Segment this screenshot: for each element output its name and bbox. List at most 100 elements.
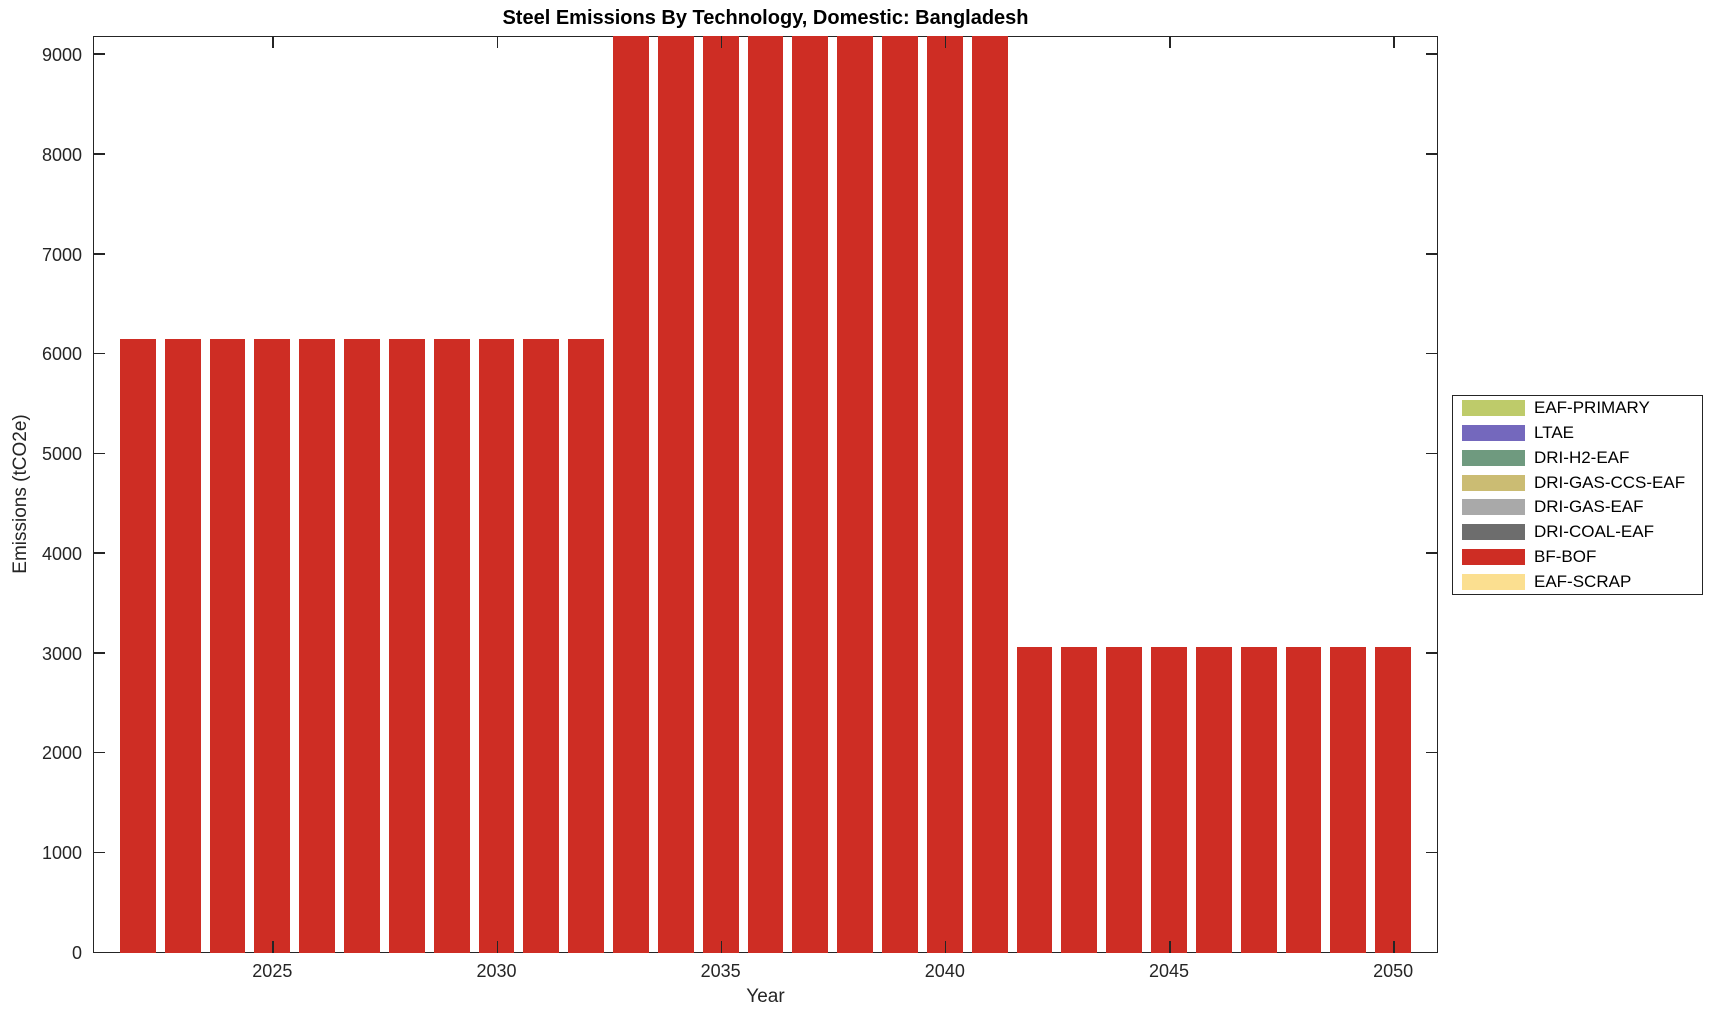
bar-2023 — [164, 339, 201, 953]
x-tick-top-2030 — [496, 36, 498, 48]
legend-label: EAF-PRIMARY — [1534, 398, 1650, 418]
bar-2044 — [1106, 647, 1143, 953]
bar-2037 — [792, 36, 829, 953]
legend-swatch-icon — [1462, 449, 1525, 466]
chart-title: Steel Emissions By Technology, Domestic:… — [502, 7, 1029, 29]
bar-2022 — [119, 339, 156, 953]
y-tick-right-6000 — [1426, 352, 1438, 355]
y-tick-right-9000 — [1426, 53, 1438, 55]
y-tick-left-0 — [93, 951, 105, 953]
bar-2048 — [1285, 647, 1322, 953]
y-tick-left-2000 — [93, 751, 105, 754]
y-tick-right-3000 — [1426, 652, 1438, 654]
y-tick-label-3000: 3000 — [41, 643, 82, 664]
bar-2035 — [702, 36, 739, 953]
x-tick-top-2050 — [1393, 36, 1395, 48]
y-tick-left-4000 — [93, 552, 105, 554]
legend-swatch-icon — [1462, 548, 1525, 565]
y-tick-label-9000: 9000 — [41, 44, 82, 65]
bar-2042 — [1016, 647, 1053, 953]
bar-2029 — [433, 339, 470, 953]
legend-item-ltae: LTAE — [1462, 421, 1702, 446]
legend-swatch-icon — [1462, 524, 1525, 541]
x-axis-label: Year — [746, 986, 785, 1007]
bar-2036 — [747, 36, 784, 953]
legend-item-eaf-primary: EAF-PRIMARY — [1462, 396, 1702, 421]
x-tick-top-2025 — [272, 36, 274, 48]
y-tick-label-4000: 4000 — [41, 543, 82, 564]
legend-label: DRI-H2-EAF — [1534, 447, 1630, 467]
x-tick-label-2040: 2040 — [924, 961, 965, 981]
bar-2050 — [1375, 647, 1412, 953]
legend-swatch-icon — [1462, 400, 1525, 417]
x-tick-bottom-2035 — [720, 941, 723, 953]
bar-2032 — [568, 339, 605, 953]
legend-label: DRI-GAS-EAF — [1534, 497, 1644, 517]
bar-2049 — [1330, 647, 1367, 953]
bar-2031 — [523, 339, 560, 953]
x-tick-bottom-2030 — [496, 941, 498, 953]
bar-2027 — [344, 339, 380, 953]
bar-2046 — [1195, 647, 1232, 953]
x-tick-bottom-2025 — [272, 941, 274, 953]
x-tick-label-2035: 2035 — [700, 961, 741, 981]
legend-swatch-icon — [1462, 474, 1525, 491]
legend-label: DRI-COAL-EAF — [1534, 522, 1654, 542]
x-tick-bottom-2040 — [944, 941, 947, 953]
legend: EAF-PRIMARY LTAE DRI-H2-EAF DRI-GAS-CCS-EAF… — [1452, 395, 1703, 595]
legend-label: LTAE — [1534, 423, 1574, 443]
legend-label: DRI-GAS-CCS-EAF — [1534, 472, 1686, 492]
bar-2025 — [254, 339, 291, 953]
x-tick-label-2045: 2045 — [1148, 961, 1190, 981]
legend-item-eaf-scrap: EAF-SCRAP — [1462, 569, 1702, 594]
bar-2024 — [209, 339, 246, 953]
y-tick-right-2000 — [1426, 751, 1438, 754]
legend-swatch-icon — [1462, 573, 1525, 590]
plot-area — [93, 36, 1438, 953]
x-tick-top-2035 — [720, 36, 723, 48]
y-tick-left-8000 — [93, 153, 105, 155]
bar-2045 — [1151, 647, 1187, 953]
bar-2043 — [1061, 647, 1098, 953]
legend-label: BF-BOF — [1534, 546, 1597, 566]
x-tick-bottom-2050 — [1393, 941, 1395, 953]
y-tick-left-5000 — [93, 452, 105, 455]
legend-item-dri-h2-eaf: DRI-H2-EAF — [1462, 446, 1702, 471]
legend-item-dri-coal-eaf: DRI-COAL-EAF — [1462, 520, 1702, 545]
bar-2040 — [926, 36, 963, 953]
y-tick-label-8000: 8000 — [41, 144, 82, 165]
x-tick-label-2025: 2025 — [252, 961, 293, 981]
y-tick-label-0: 0 — [71, 943, 82, 963]
x-tick-bottom-2045 — [1169, 941, 1171, 953]
y-tick-left-6000 — [93, 352, 105, 355]
legend-swatch-icon — [1462, 499, 1525, 516]
y-tick-label-7000: 7000 — [41, 244, 82, 265]
bar-2030 — [478, 339, 515, 953]
bar-2039 — [882, 36, 918, 953]
legend-label: EAF-SCRAP — [1534, 571, 1632, 591]
bar-2026 — [299, 339, 336, 953]
bar-2028 — [388, 339, 425, 953]
y-tick-left-9000 — [93, 53, 105, 55]
legend-swatch-icon — [1462, 425, 1525, 442]
bar-2041 — [971, 36, 1008, 953]
y-tick-right-8000 — [1426, 153, 1438, 155]
y-tick-label-1000: 1000 — [41, 843, 82, 864]
x-tick-top-2040 — [944, 36, 947, 48]
y-tick-left-7000 — [93, 253, 105, 255]
x-tick-label-2050: 2050 — [1373, 961, 1414, 981]
x-tick-label-2030: 2030 — [476, 961, 517, 981]
bar-2033 — [613, 36, 649, 953]
y-tick-left-1000 — [93, 851, 105, 854]
y-tick-left-3000 — [93, 652, 105, 654]
y-tick-right-7000 — [1426, 253, 1438, 255]
bar-2034 — [657, 36, 694, 953]
y-tick-label-5000: 5000 — [41, 444, 82, 465]
y-tick-label-2000: 2000 — [41, 743, 82, 764]
y-tick-label-6000: 6000 — [41, 344, 82, 365]
x-tick-top-2045 — [1169, 36, 1171, 48]
y-tick-right-1000 — [1426, 851, 1438, 854]
legend-item-dri-gas-ccs-eaf: DRI-GAS-CCS-EAF — [1462, 470, 1702, 495]
bar-2047 — [1240, 647, 1277, 953]
